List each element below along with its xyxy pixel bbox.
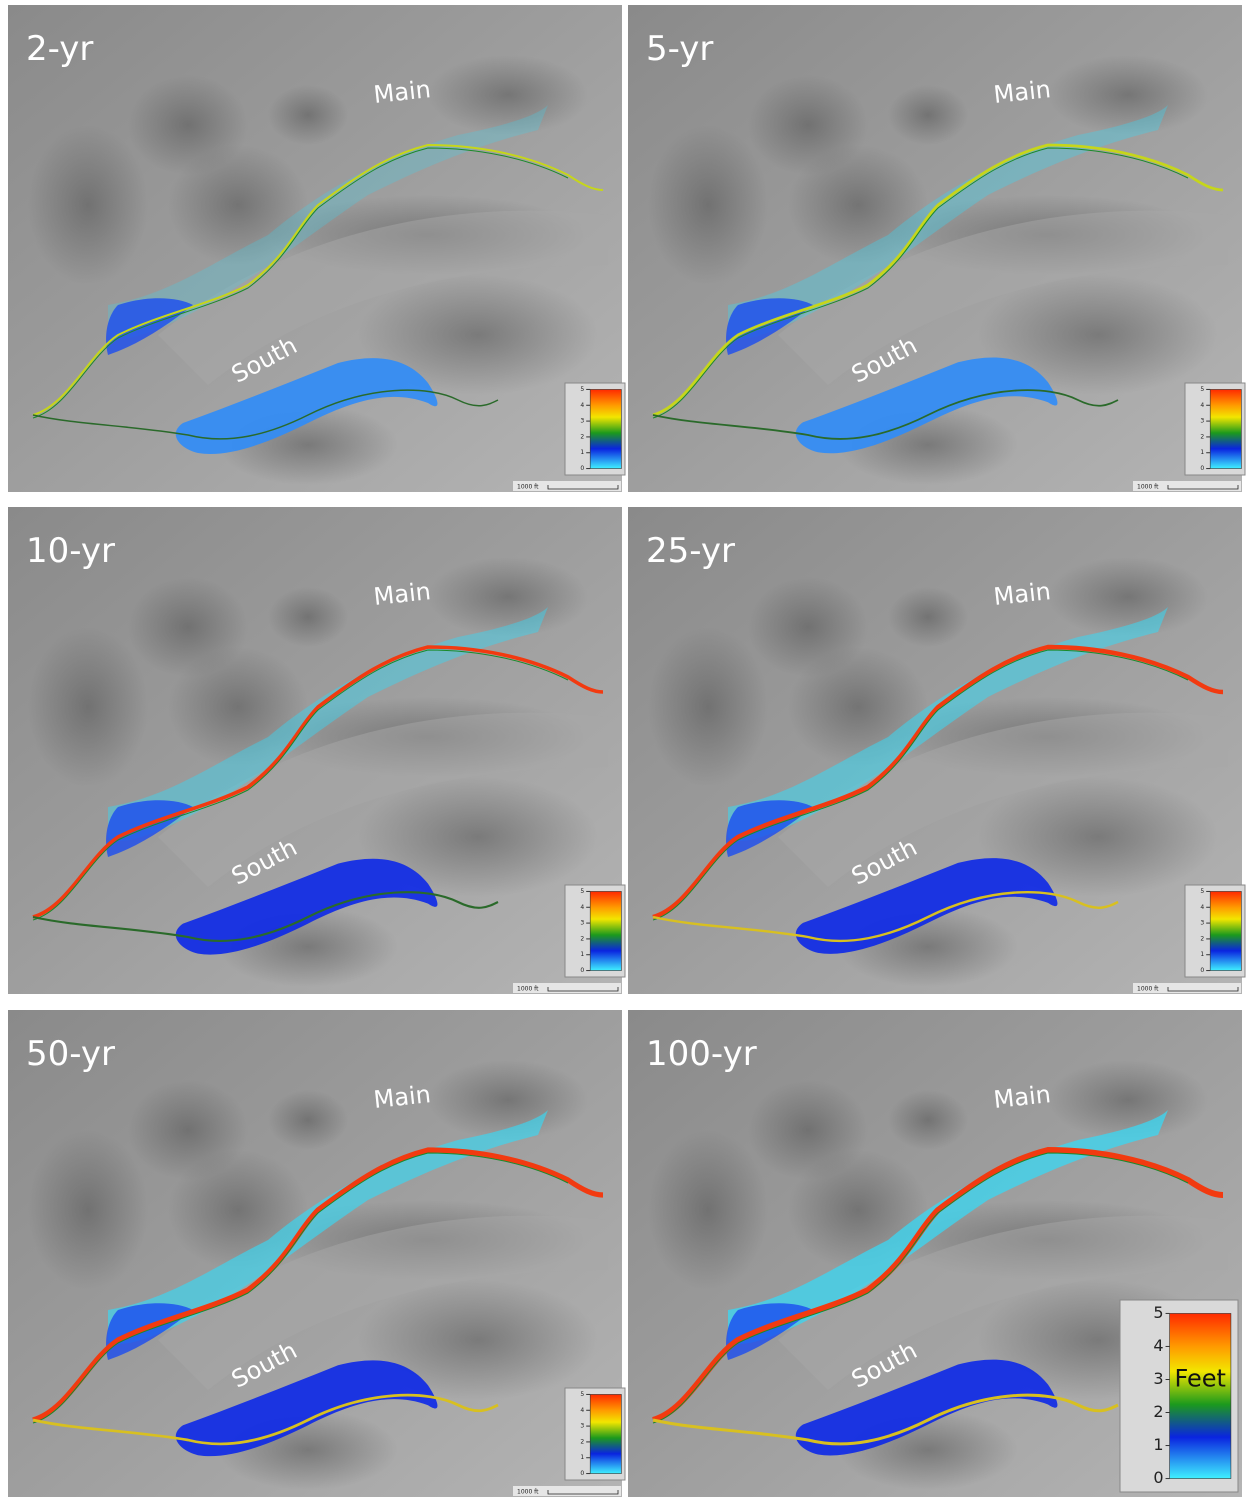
scale-bar-label: 1000 ft <box>517 484 539 491</box>
legend-ramp <box>590 891 621 970</box>
legend-ramp <box>1170 1313 1231 1478</box>
legend-tick-label: 0 <box>1200 967 1204 974</box>
legend-tick-label: 3 <box>580 1423 584 1430</box>
legend-tick-label: 3 <box>580 418 584 425</box>
map-panel: 5-yrMainSouth0123451000 ft <box>628 5 1245 492</box>
terrain-shade <box>1048 1060 1208 1140</box>
terrain-shade <box>1048 557 1208 637</box>
panel-title: 100-yr <box>646 1034 757 1074</box>
legend-tick-label: 2 <box>580 433 584 440</box>
terrain-shade <box>268 1090 348 1150</box>
legend-tick-label: 5 <box>580 1391 584 1398</box>
panel-title: 2-yr <box>26 29 93 69</box>
legend-ramp <box>1210 389 1241 468</box>
legend-tick-label: 2 <box>1153 1402 1163 1421</box>
scale-bar-label: 1000 ft <box>517 986 539 993</box>
terrain-shade <box>28 125 148 285</box>
legend-tick-label: 5 <box>580 888 584 895</box>
legend-tick-label: 2 <box>580 935 584 942</box>
terrain-shade <box>268 85 348 145</box>
legend-tick-label: 4 <box>1200 904 1204 911</box>
terrain-shade <box>128 577 248 677</box>
stream-label: Main <box>372 75 432 109</box>
legend-tick-label: 0 <box>580 1470 584 1477</box>
scale-bar-label: 1000 ft <box>517 1489 539 1496</box>
legend-tick-label: 3 <box>1200 418 1204 425</box>
scale-bar-label: 1000 ft <box>1137 986 1159 993</box>
scale-bar-label: 1000 ft <box>1137 484 1159 491</box>
legend-tick-label: 0 <box>580 465 584 472</box>
legend-tick-label: 0 <box>580 967 584 974</box>
panel-title: 5-yr <box>646 29 713 69</box>
terrain-shade <box>888 587 968 647</box>
legend-tick-label: 1 <box>1200 449 1204 456</box>
stream-label: Main <box>372 1080 432 1114</box>
legend-ramp <box>590 1394 621 1473</box>
legend-tick-label: 2 <box>1200 935 1204 942</box>
terrain-shade <box>888 1090 968 1150</box>
stream-label: Main <box>992 75 1052 109</box>
legend-tick-label: 2 <box>580 1438 584 1445</box>
legend-tick-label: 5 <box>1153 1303 1163 1322</box>
legend-tick-label: 0 <box>1200 465 1204 472</box>
legend-ramp <box>590 389 621 468</box>
legend-tick-label: 3 <box>580 920 584 927</box>
terrain-shade <box>648 125 768 285</box>
map-panel: 50-yrMainSouth0123451000 ft <box>8 1010 625 1497</box>
map-panel: 100-yrMainSouth012345Feet <box>628 1010 1242 1497</box>
terrain-shade <box>748 75 868 175</box>
legend-tick-label: 5 <box>1200 888 1204 895</box>
legend-tick-label: 1 <box>580 951 584 958</box>
legend-tick-label: 4 <box>1200 402 1204 409</box>
flood-map-grid: 2-yrMainSouth0123451000 ft5-yrMainSouth0… <box>0 0 1246 1503</box>
legend-tick-label: 1 <box>580 449 584 456</box>
terrain-shade <box>748 1080 868 1180</box>
legend-tick-label: 1 <box>580 1454 584 1461</box>
terrain-shade <box>428 1060 588 1140</box>
stream-label: Main <box>992 577 1052 611</box>
legend-tick-label: 3 <box>1200 920 1204 927</box>
legend-tick-label: 4 <box>580 904 584 911</box>
legend-unit: Feet <box>1175 1364 1226 1392</box>
legend-tick-label: 0 <box>1153 1468 1163 1487</box>
legend-tick-label: 4 <box>580 1407 584 1414</box>
terrain-shade <box>428 557 588 637</box>
legend-tick-label: 2 <box>1200 433 1204 440</box>
legend-tick-label: 5 <box>1200 386 1204 393</box>
terrain-shade <box>1048 55 1208 135</box>
terrain-shade <box>268 587 348 647</box>
legend-tick-label: 4 <box>1153 1336 1163 1355</box>
terrain-shade <box>128 75 248 175</box>
legend-tick-label: 1 <box>1153 1435 1163 1454</box>
terrain-shade <box>888 85 968 145</box>
legend-tick-label: 1 <box>1200 951 1204 958</box>
terrain-shade <box>28 1130 148 1290</box>
terrain-shade <box>28 627 148 787</box>
legend-tick-label: 4 <box>580 402 584 409</box>
legend-ramp <box>1210 891 1241 970</box>
terrain-shade <box>648 627 768 787</box>
legend-tick-label: 3 <box>1153 1369 1163 1388</box>
terrain-shade <box>428 55 588 135</box>
terrain-shade <box>128 1080 248 1180</box>
stream-label: Main <box>372 577 432 611</box>
panel-title: 10-yr <box>26 531 115 571</box>
terrain-shade <box>748 577 868 677</box>
panel-title: 25-yr <box>646 531 735 571</box>
stream-label: Main <box>992 1080 1052 1114</box>
legend-tick-label: 5 <box>580 386 584 393</box>
terrain-shade <box>648 1130 768 1290</box>
panel-title: 50-yr <box>26 1034 115 1074</box>
